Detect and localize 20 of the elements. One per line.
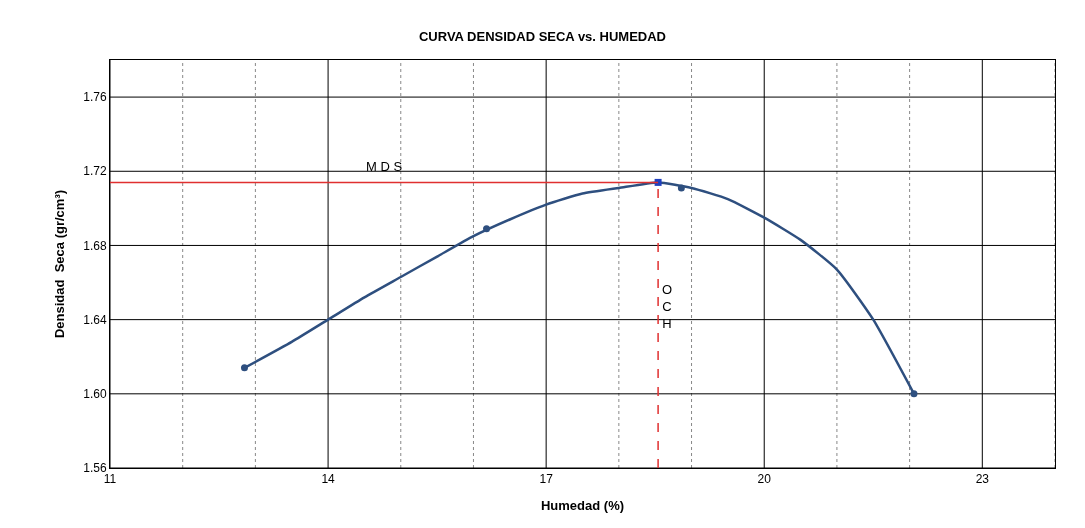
point xyxy=(677,184,685,192)
point xyxy=(654,178,662,186)
y-axis-title: Densidad Seca (gr/cm³) xyxy=(52,189,68,339)
x-tick-label: 23 xyxy=(975,472,990,487)
y-tick-label: 1.60 xyxy=(83,387,107,402)
x-tick-label: 14 xyxy=(321,472,336,487)
x-axis-title: Humedad (%) xyxy=(540,498,625,513)
y-tick-label: 1.76 xyxy=(83,90,107,105)
ref-line-label: O C H xyxy=(662,282,673,331)
chart-title: CURVA DENSIDAD SECA vs. HUMEDAD xyxy=(418,28,667,44)
y-tick-label: 1.64 xyxy=(83,312,107,327)
point xyxy=(910,390,918,398)
y-tick-label: 1.72 xyxy=(83,164,107,179)
y-tick-label: 1.68 xyxy=(83,238,107,253)
x-tick-label: 17 xyxy=(539,472,554,487)
ref-line-label: M D S xyxy=(366,159,403,174)
x-tick-label: 20 xyxy=(757,472,772,487)
x-tick-label: 11 xyxy=(103,472,117,487)
point xyxy=(483,225,491,233)
point xyxy=(240,364,248,372)
